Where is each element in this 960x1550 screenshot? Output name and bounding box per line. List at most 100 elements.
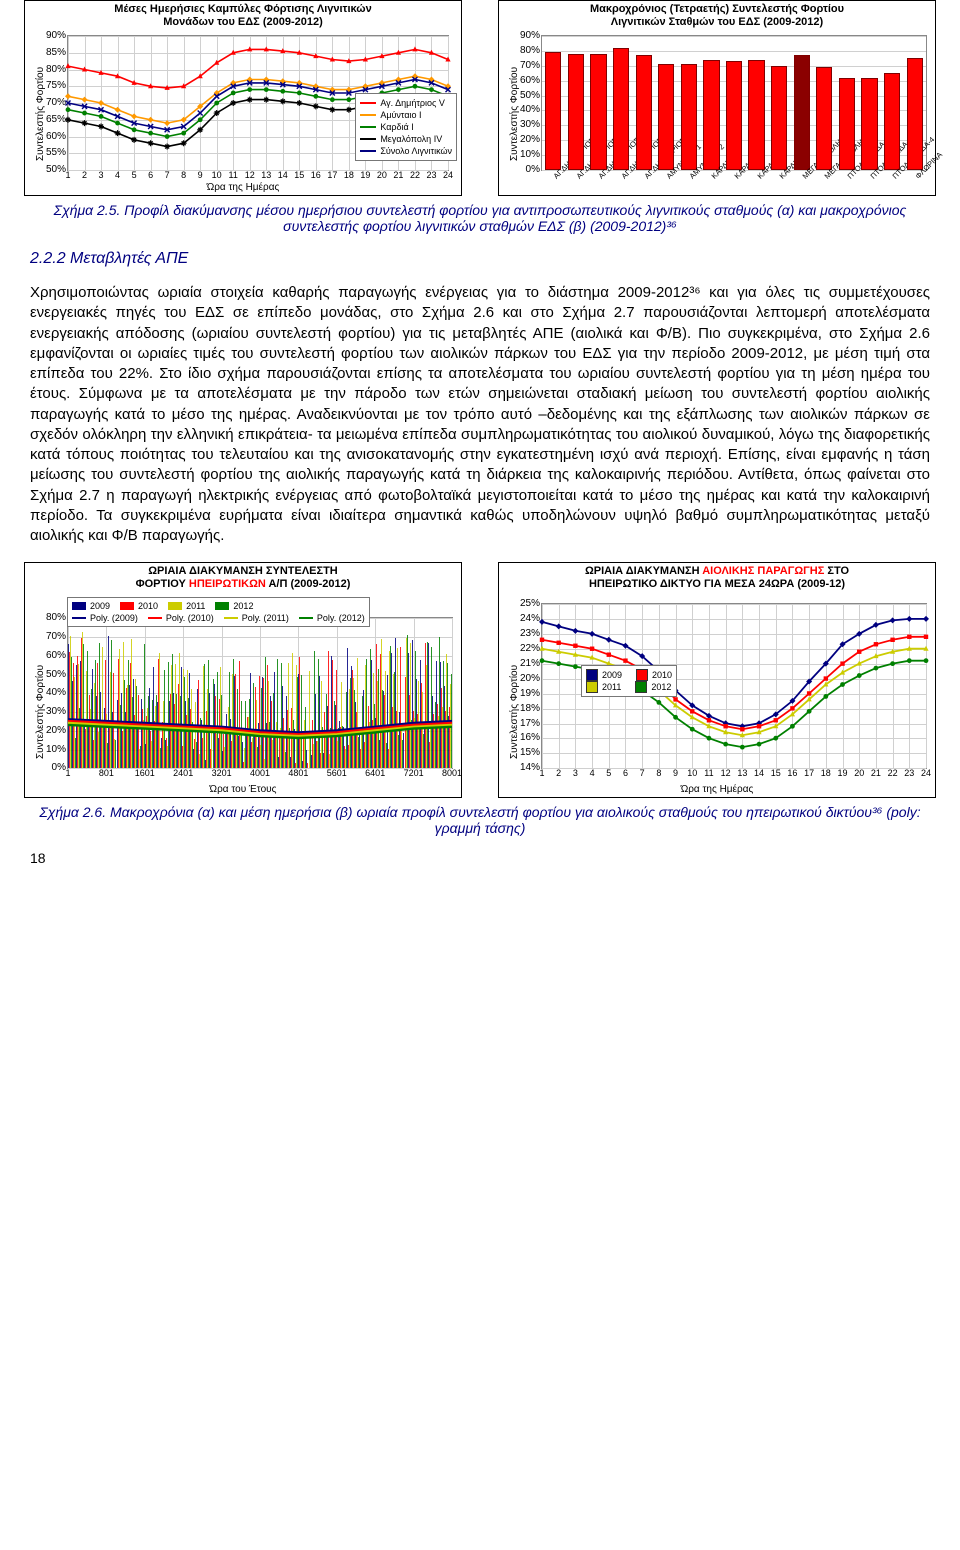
y-tick-label: 10%: [520, 150, 542, 160]
y-axis-label: Συντελεστής Φορτίου: [35, 67, 46, 161]
x-tick-label: 3201: [212, 768, 232, 778]
bar: [861, 78, 877, 170]
y-tick-label: 70%: [46, 98, 68, 108]
x-tick-label: 1: [539, 768, 544, 778]
y-tick-label: 18%: [520, 704, 542, 714]
x-tick-label: 24: [443, 170, 453, 180]
bar: [907, 58, 923, 170]
plot-area: 0%10%20%30%40%50%60%70%80%18011601240132…: [67, 617, 453, 769]
legend-label: Μεγαλόπολη IV: [380, 133, 442, 145]
x-tick-label: 5601: [327, 768, 347, 778]
y-tick-label: 17%: [520, 719, 542, 729]
x-tick-label: 4001: [250, 768, 270, 778]
x-tick-label: 7: [165, 170, 170, 180]
y-tick-label: 90%: [46, 31, 68, 41]
y-tick-label: 20%: [520, 135, 542, 145]
bar: [816, 67, 832, 170]
figure-2-5-b-bar-chart: Μακροχρόνιος (Τετραετής) Συντελεστής Φορ…: [498, 0, 936, 196]
x-tick-label: 11: [229, 170, 238, 180]
x-tick-label: 6401: [365, 768, 385, 778]
x-axis-label: Ώρα του Έτους: [25, 784, 461, 795]
x-tick-label: 8001: [442, 768, 462, 778]
x-tick-label: 17: [804, 768, 814, 778]
legend: 2009201020112012: [581, 665, 677, 697]
x-tick-label: 23: [904, 768, 914, 778]
x-tick-label: 11: [704, 768, 713, 778]
x-tick-label: 22: [410, 170, 420, 180]
legend: 2009201020112012Poly. (2009)Poly. (2010)…: [67, 597, 370, 627]
figure-2-6-b-daily-chart: ΩΡΙΑΙΑ ΔΙΑΚΥΜΑΝΣΗ ΑΙΟΛΙΚΗΣ ΠΑΡΑΓΩΓΗΣ ΣΤΟ…: [498, 562, 936, 798]
x-tick-label: 15: [294, 170, 304, 180]
x-tick-label: 22: [888, 768, 898, 778]
y-tick-label: 70%: [46, 632, 68, 642]
x-tick-label: 16: [311, 170, 321, 180]
bar: [681, 64, 697, 170]
bar: [568, 54, 584, 170]
legend: Αγ. Δημήτριος VΑμύνταιο IΚαρδιά IΜεγαλόπ…: [355, 93, 457, 161]
y-axis-label: Συντελεστής Φορτίου: [509, 665, 520, 759]
y-tick-label: 55%: [46, 148, 68, 158]
bar: [771, 66, 787, 170]
bar: [658, 64, 674, 170]
y-tick-label: 19%: [520, 689, 542, 699]
x-tick-label: 2: [82, 170, 87, 180]
x-tick-label: 21: [871, 768, 881, 778]
figure-2-5-a-line-chart: Μέσες Ημερήσιες Καμπύλες Φόρτισης Λιγνιτ…: [24, 0, 462, 196]
x-tick-label: 20: [854, 768, 864, 778]
y-tick-label: 24%: [520, 614, 542, 624]
legend-label: 2011: [186, 600, 205, 612]
y-tick-label: 40%: [46, 688, 68, 698]
y-tick-label: 10%: [46, 745, 68, 755]
legend-label: 2009: [602, 669, 622, 681]
legend-label: Poly. (2012): [317, 612, 365, 624]
bar: [545, 52, 561, 170]
bar: [590, 54, 606, 170]
bar: [748, 60, 764, 170]
figure-2-6-caption: Σχήμα 2.6. Μακροχρόνια (α) και μέση ημερ…: [0, 798, 960, 846]
y-tick-label: 75%: [46, 81, 68, 91]
chart-title: ΩΡΙΑΙΑ ΔΙΑΚΥΜΑΝΣΗ ΣΥΝΤΕΛΕΣΤΗΦΟΡΤΙΟΥ ΗΠΕΙ…: [25, 565, 461, 590]
y-tick-label: 60%: [46, 132, 68, 142]
legend-label: 2012: [651, 681, 671, 693]
y-tick-label: 30%: [520, 120, 542, 130]
x-tick-label: 15: [771, 768, 781, 778]
x-tick-label: 5: [606, 768, 611, 778]
x-tick-label: 9: [673, 768, 678, 778]
legend-label: Poly. (2009): [90, 612, 138, 624]
y-tick-label: 25%: [520, 599, 542, 609]
y-tick-label: 21%: [520, 659, 542, 669]
y-tick-label: 30%: [46, 707, 68, 717]
x-tick-label: 3: [99, 170, 104, 180]
y-axis-label: Συντελεστής Φορτίου: [509, 67, 520, 161]
bar: [636, 55, 652, 170]
legend-label: Poly. (2010): [166, 612, 214, 624]
legend-label: 2012: [233, 600, 253, 612]
page-number: 18: [30, 850, 46, 866]
x-tick-label: 18: [344, 170, 354, 180]
x-tick-label: 24: [921, 768, 931, 778]
x-tick-label: 2: [556, 768, 561, 778]
y-tick-label: 20%: [46, 726, 68, 736]
y-tick-label: 16%: [520, 733, 542, 743]
legend-label: 2010: [652, 669, 672, 681]
x-tick-label: 6: [148, 170, 153, 180]
y-tick-label: 23%: [520, 629, 542, 639]
bar: [884, 73, 900, 170]
x-tick-label: 801: [99, 768, 114, 778]
y-tick-label: 60%: [520, 76, 542, 86]
x-tick-label: 17: [327, 170, 337, 180]
x-tick-label: 18: [821, 768, 831, 778]
page: Μέσες Ημερήσιες Καμπύλες Φόρτισης Λιγνιτ…: [0, 0, 960, 870]
legend-label: Σύνολο Λιγνιτικών: [380, 145, 452, 157]
y-tick-label: 80%: [46, 65, 68, 75]
legend-label: Καρδιά I: [380, 121, 413, 133]
bar: [794, 55, 810, 170]
bar: [703, 60, 719, 170]
x-axis-label: Ώρα της Ημέρας: [25, 182, 461, 193]
y-tick-label: 90%: [520, 31, 542, 41]
x-tick-label: 7: [640, 768, 645, 778]
bar: [613, 48, 629, 170]
y-tick-label: 85%: [46, 48, 68, 58]
x-tick-label: 14: [754, 768, 764, 778]
x-tick-label: 6: [623, 768, 628, 778]
